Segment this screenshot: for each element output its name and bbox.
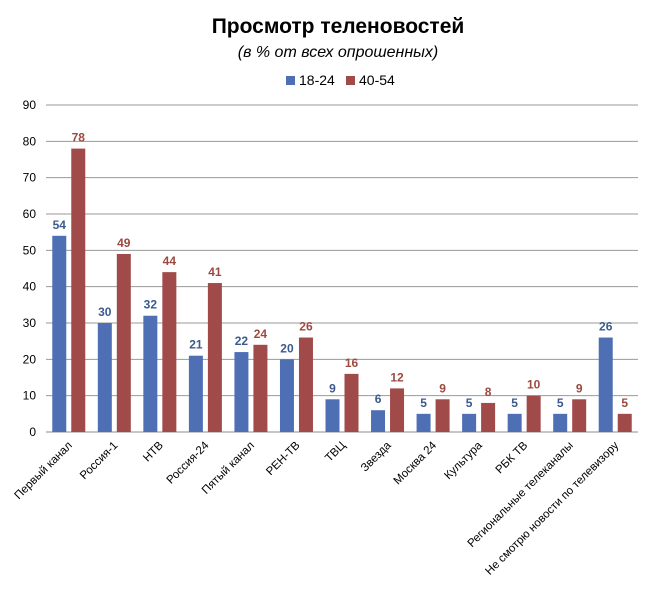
y-tick-label: 0 xyxy=(29,425,36,439)
bar-18-24 xyxy=(325,399,340,432)
legend-swatch xyxy=(346,76,355,85)
bar-18-24 xyxy=(371,410,386,432)
bar-40-54 xyxy=(71,148,86,432)
bar-40-54 xyxy=(162,272,177,432)
data-label: 5 xyxy=(511,396,518,410)
bar-40-54 xyxy=(116,253,131,432)
data-label: 41 xyxy=(208,265,222,279)
bar-18-24 xyxy=(416,413,431,432)
data-label: 44 xyxy=(163,254,177,268)
data-label: 20 xyxy=(280,341,294,355)
y-tick-label: 20 xyxy=(23,352,37,366)
bar-18-24 xyxy=(279,359,294,432)
chart-subtitle: (в % от всех опрошенных) xyxy=(238,44,439,61)
legend-label: 40-54 xyxy=(359,72,395,88)
bar-40-54 xyxy=(572,399,587,432)
data-label: 10 xyxy=(527,378,541,392)
bar-18-24 xyxy=(553,413,568,432)
data-label: 5 xyxy=(621,396,628,410)
y-axis: 0 10 20 30 40 50 60 70 80 90 xyxy=(23,98,37,439)
y-tick-label: 40 xyxy=(23,280,37,294)
category-label: НТВ xyxy=(141,439,166,464)
data-label: 6 xyxy=(375,392,382,406)
data-label: 5 xyxy=(420,396,427,410)
bar-40-54 xyxy=(526,395,541,432)
category-label: Россия-24 xyxy=(165,439,212,486)
bar-40-54 xyxy=(344,373,359,432)
bar-18-24 xyxy=(97,323,112,432)
bar-18-24 xyxy=(598,337,613,432)
y-tick-label: 80 xyxy=(23,134,37,148)
y-tick-label: 50 xyxy=(23,243,37,257)
chart-title: Просмотр теленовостей xyxy=(212,15,465,38)
y-tick-label: 10 xyxy=(23,389,37,403)
legend: 18-24 40-54 xyxy=(286,72,395,88)
category-label: Звезда xyxy=(359,439,394,474)
data-label: 24 xyxy=(254,327,268,341)
data-label: 8 xyxy=(485,385,492,399)
category-label: Москва 24 xyxy=(392,439,440,487)
bar-40-54 xyxy=(298,337,313,432)
bar-18-24 xyxy=(507,413,522,432)
data-label: 9 xyxy=(576,381,583,395)
bars: 5478304932442141222420269166125958510592… xyxy=(52,131,632,432)
bar-40-54 xyxy=(207,283,222,432)
bar-18-24 xyxy=(52,235,67,432)
y-tick-label: 30 xyxy=(23,316,37,330)
bar-40-54 xyxy=(390,388,405,432)
data-label: 26 xyxy=(599,320,613,334)
data-label: 5 xyxy=(557,396,564,410)
legend-label: 18-24 xyxy=(299,72,335,88)
data-label: 16 xyxy=(345,356,359,370)
bar-18-24 xyxy=(462,413,477,432)
bar-18-24 xyxy=(143,315,158,432)
data-label: 9 xyxy=(439,381,446,395)
legend-swatch xyxy=(286,76,295,85)
data-label: 26 xyxy=(299,320,313,334)
data-label: 49 xyxy=(117,236,131,250)
bar-40-54 xyxy=(253,344,268,432)
data-label: 30 xyxy=(98,305,112,319)
y-tick-label: 60 xyxy=(23,207,37,221)
data-label: 9 xyxy=(329,381,336,395)
data-label: 5 xyxy=(466,396,473,410)
y-tick-label: 90 xyxy=(23,98,37,112)
bar-18-24 xyxy=(188,355,203,432)
y-tick-label: 70 xyxy=(23,171,37,185)
category-label: Культура xyxy=(442,439,485,482)
data-label: 21 xyxy=(189,338,203,352)
grid-lines xyxy=(46,104,638,433)
category-label: Первый канал xyxy=(13,440,75,502)
bar-40-54 xyxy=(435,399,450,432)
data-label: 78 xyxy=(72,131,86,145)
category-label: Россия-1 xyxy=(78,440,120,482)
data-label: 54 xyxy=(53,218,67,232)
bar-40-54 xyxy=(481,402,496,432)
data-label: 22 xyxy=(235,334,249,348)
category-label: РБК ТВ xyxy=(494,439,531,476)
data-label: 32 xyxy=(144,298,158,312)
bar-18-24 xyxy=(234,352,249,432)
category-label: РЕН-ТВ xyxy=(264,439,303,478)
category-label: ТВЦ xyxy=(323,439,348,464)
bar-40-54 xyxy=(617,413,632,432)
data-label: 12 xyxy=(390,370,404,384)
